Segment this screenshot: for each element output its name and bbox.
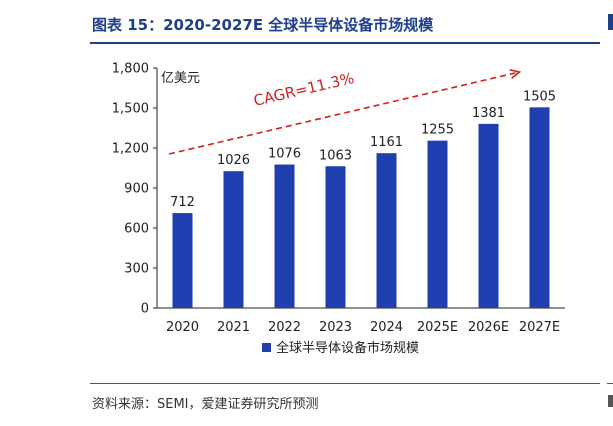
- x-tick-label: 2024: [370, 320, 403, 335]
- bar: [172, 213, 193, 308]
- y-tick-label: 900: [124, 182, 149, 197]
- bar: [427, 140, 448, 308]
- y-tick-label: 1,200: [112, 142, 149, 157]
- source-note: 资料来源：SEMI，爱建证券研究所预测: [92, 397, 319, 412]
- figure-title: 图表 15：2020-2027E 全球半导体设备市场规模: [92, 16, 434, 34]
- x-tick-label: 2025E: [417, 320, 458, 335]
- y-unit-label: 亿美元: [161, 71, 200, 86]
- bar: [223, 171, 244, 308]
- bar-value-label: 1255: [421, 123, 454, 138]
- x-tick-label: 2026E: [468, 320, 509, 335]
- adjacent-figure-source-fragment: [608, 395, 613, 407]
- x-tick-label: 2027E: [519, 320, 560, 335]
- cagr-label: CAGR=11.3%: [252, 69, 356, 110]
- bar-value-label: 1161: [370, 135, 403, 150]
- y-tick-label: 300: [124, 262, 149, 277]
- x-axis: 2020 2021 2022 2023 2024 2025E 2026E 2027E: [157, 307, 565, 335]
- bar-value-label: 1063: [319, 148, 352, 163]
- bar-series: [172, 107, 550, 308]
- cagr-arrowhead: [509, 69, 522, 79]
- x-tick-label: 2021: [217, 320, 250, 335]
- data-labels: 712 1026 1076 1063 1161 1255 1381 1505: [170, 89, 556, 210]
- source-divider: [90, 383, 600, 384]
- bar: [376, 153, 397, 308]
- x-tick-label: 2020: [166, 320, 199, 335]
- legend-label: 全球半导体设备市场规模: [276, 340, 419, 356]
- legend-swatch: [262, 343, 271, 352]
- bar-value-label: 712: [170, 195, 195, 210]
- legend: 全球半导体设备市场规模: [262, 340, 419, 356]
- y-tick-label: 1,800: [112, 62, 149, 77]
- bar: [325, 166, 346, 308]
- y-tick-label: 0: [141, 302, 149, 317]
- x-tick-label: 2022: [268, 320, 301, 335]
- annotations: CAGR=11.3%: [168, 69, 522, 155]
- bar-value-label: 1505: [523, 89, 556, 104]
- y-tick-label: 1,500: [112, 102, 149, 117]
- x-tick-label: 2023: [319, 320, 352, 335]
- bar: [274, 164, 295, 308]
- y-axis: 0 300 600 900 1,200 1,500 1,800 亿美元: [112, 62, 200, 317]
- title-divider: [90, 42, 600, 44]
- bar: [529, 107, 550, 308]
- bar-value-label: 1381: [472, 106, 505, 121]
- adjacent-figure-rule-fragment: [607, 383, 613, 384]
- adjacent-figure-title-fragment: [608, 14, 613, 30]
- y-tick-label: 600: [124, 222, 149, 237]
- bar-value-label: 1076: [268, 147, 301, 162]
- bar-value-label: 1026: [217, 153, 250, 168]
- bar: [478, 123, 499, 308]
